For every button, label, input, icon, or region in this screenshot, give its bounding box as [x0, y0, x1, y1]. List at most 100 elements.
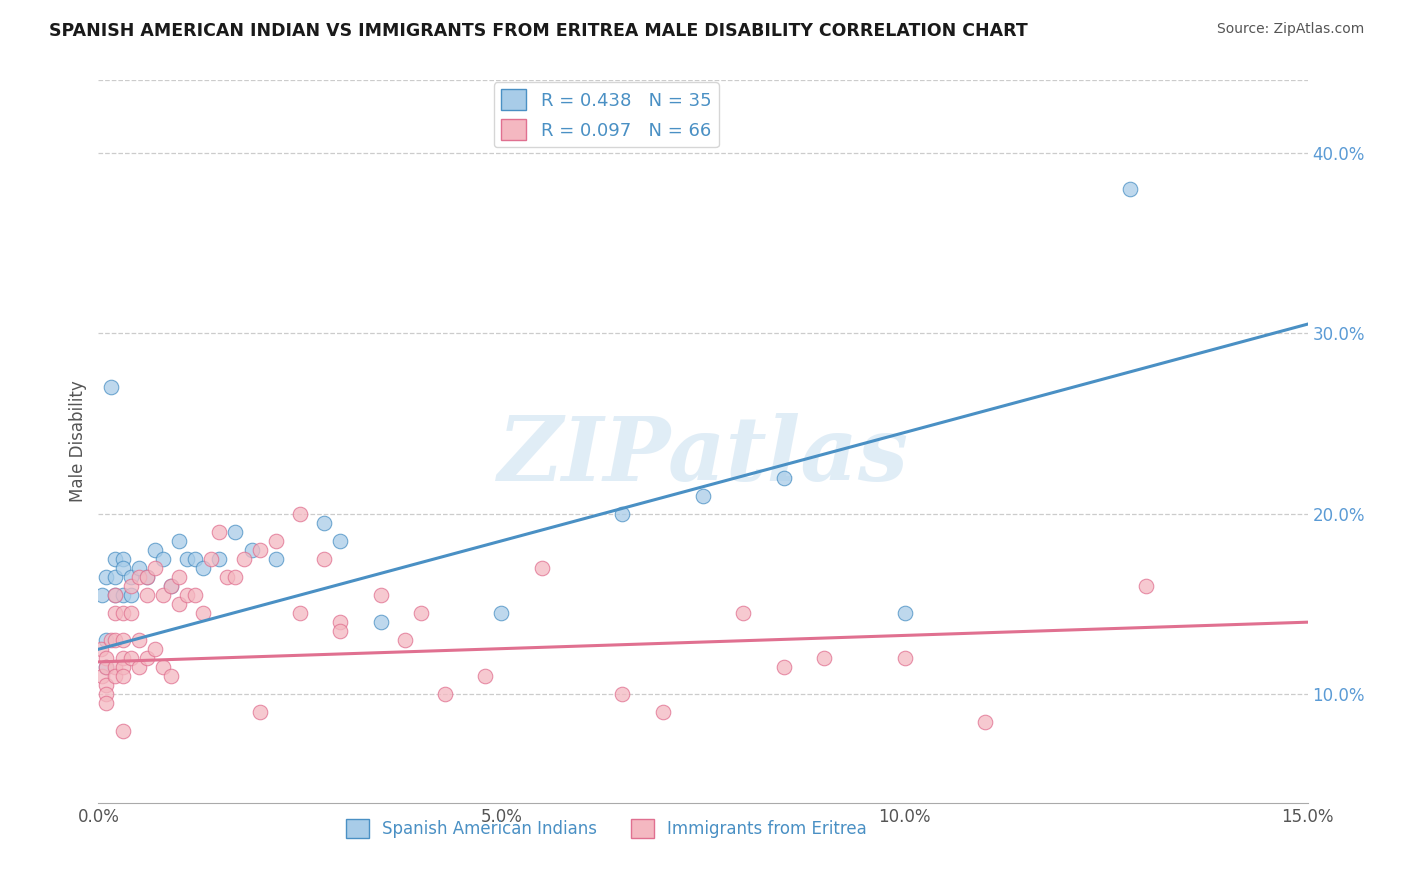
Point: [96, 651, 118, 665]
Point: [208, 524, 231, 539]
Point: [232, 552, 254, 566]
Point: [167, 597, 190, 611]
Point: [111, 669, 134, 683]
Point: [111, 723, 134, 738]
Point: [135, 570, 157, 584]
Point: [100, 380, 122, 394]
Point: [474, 669, 496, 683]
Text: ZIPatlas: ZIPatlas: [498, 413, 908, 500]
Point: [491, 606, 513, 620]
Point: [90, 642, 112, 657]
Point: [329, 624, 352, 639]
Point: [103, 588, 125, 602]
Point: [733, 606, 755, 620]
Point: [409, 606, 432, 620]
Point: [103, 660, 125, 674]
Point: [96, 687, 118, 701]
Point: [128, 561, 150, 575]
Point: [160, 669, 183, 683]
Point: [288, 507, 311, 521]
Point: [103, 588, 125, 602]
Point: [96, 678, 118, 692]
Point: [224, 570, 246, 584]
Point: [143, 542, 166, 557]
Point: [120, 579, 142, 593]
Point: [111, 606, 134, 620]
Point: [143, 561, 166, 575]
Point: [264, 533, 287, 548]
Point: [772, 660, 794, 674]
Point: [612, 507, 634, 521]
Point: [128, 660, 150, 674]
Text: SPANISH AMERICAN INDIAN VS IMMIGRANTS FROM ERITREA MALE DISABILITY CORRELATION C: SPANISH AMERICAN INDIAN VS IMMIGRANTS FR…: [49, 22, 1028, 40]
Point: [103, 606, 125, 620]
Point: [128, 633, 150, 648]
Point: [176, 552, 198, 566]
Point: [96, 660, 118, 674]
Point: [91, 588, 114, 602]
Point: [612, 687, 634, 701]
Point: [200, 552, 222, 566]
Point: [111, 588, 134, 602]
Point: [111, 651, 134, 665]
Point: [167, 570, 190, 584]
Point: [96, 660, 118, 674]
Point: [135, 570, 157, 584]
Point: [111, 561, 134, 575]
Point: [111, 660, 134, 674]
Point: [530, 561, 553, 575]
Point: [893, 651, 915, 665]
Point: [100, 633, 122, 648]
Point: [288, 606, 311, 620]
Point: [329, 615, 352, 630]
Point: [152, 660, 174, 674]
Point: [120, 588, 142, 602]
Point: [167, 533, 190, 548]
Point: [103, 570, 125, 584]
Point: [152, 588, 174, 602]
Point: [893, 606, 915, 620]
Point: [143, 642, 166, 657]
Point: [249, 706, 271, 720]
Point: [111, 633, 134, 648]
Point: [370, 615, 392, 630]
Point: [184, 588, 207, 602]
Point: [120, 606, 142, 620]
Point: [128, 570, 150, 584]
Point: [692, 489, 714, 503]
Point: [217, 570, 239, 584]
Point: [264, 552, 287, 566]
Point: [160, 579, 183, 593]
Point: [370, 588, 392, 602]
Point: [135, 588, 157, 602]
Point: [1135, 579, 1157, 593]
Point: [651, 706, 673, 720]
Point: [224, 524, 246, 539]
Text: Source: ZipAtlas.com: Source: ZipAtlas.com: [1216, 22, 1364, 37]
Point: [176, 588, 198, 602]
Point: [91, 669, 114, 683]
Point: [135, 651, 157, 665]
Point: [152, 552, 174, 566]
Point: [103, 552, 125, 566]
Y-axis label: Male Disability: Male Disability: [69, 381, 87, 502]
Point: [974, 714, 997, 729]
Point: [193, 561, 215, 575]
Point: [772, 471, 794, 485]
Point: [120, 651, 142, 665]
Point: [184, 552, 207, 566]
Point: [96, 570, 118, 584]
Point: [111, 552, 134, 566]
Point: [314, 552, 336, 566]
Point: [240, 542, 263, 557]
Point: [249, 542, 271, 557]
Point: [160, 579, 183, 593]
Point: [193, 606, 215, 620]
Point: [434, 687, 457, 701]
Point: [120, 570, 142, 584]
Point: [329, 533, 352, 548]
Point: [96, 633, 118, 648]
Point: [208, 552, 231, 566]
Point: [1119, 181, 1142, 195]
Point: [813, 651, 835, 665]
